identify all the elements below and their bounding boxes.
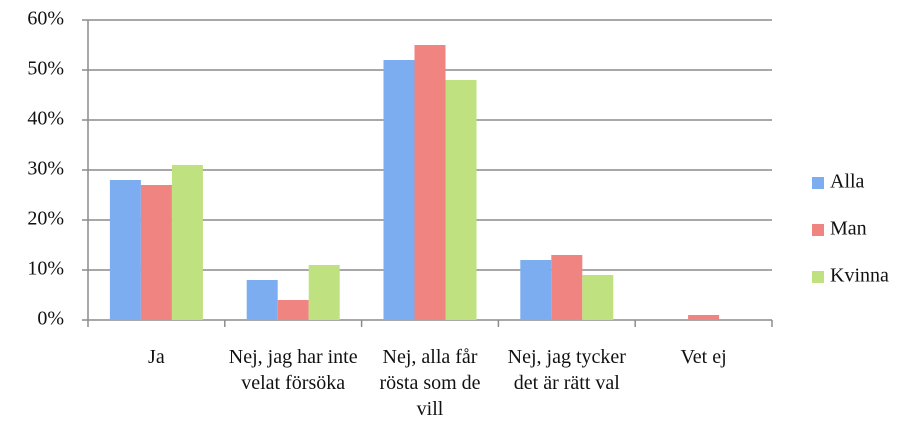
bar: [520, 260, 552, 320]
y-tick-label: 10%: [27, 258, 64, 280]
legend-label: Kvinna: [830, 265, 889, 287]
bar: [109, 180, 141, 320]
bar: [308, 265, 340, 320]
bar: [445, 80, 477, 320]
y-tick-label: 60%: [27, 8, 64, 30]
bar: [688, 315, 720, 320]
bar: [171, 165, 203, 320]
bar: [551, 255, 583, 320]
bar: [140, 185, 172, 320]
legend-swatch: [812, 224, 824, 236]
y-tick-label: 50%: [27, 58, 64, 80]
y-tick-label: 30%: [27, 158, 64, 180]
y-tick-label: 20%: [27, 208, 64, 230]
bar: [414, 45, 446, 320]
legend-label: Man: [830, 218, 867, 240]
bar: [246, 280, 278, 320]
bar: [383, 60, 415, 320]
x-tick-label: Vet ej: [680, 346, 727, 368]
legend-swatch: [812, 271, 824, 283]
y-tick-label: 40%: [27, 108, 64, 130]
bar: [582, 275, 614, 320]
x-tick-label: Nej, alla får rösta som de vill: [379, 346, 481, 420]
y-tick-label: 0%: [37, 308, 64, 330]
x-tick-label: Nej, jag tycker det är rätt val: [507, 346, 626, 394]
x-tick-label: Ja: [148, 346, 165, 368]
x-tick-label: Nej, jag har inte velat försöka: [228, 346, 358, 394]
legend-swatch: [812, 177, 824, 189]
bar: [277, 300, 309, 320]
legend-label: Alla: [830, 171, 865, 193]
